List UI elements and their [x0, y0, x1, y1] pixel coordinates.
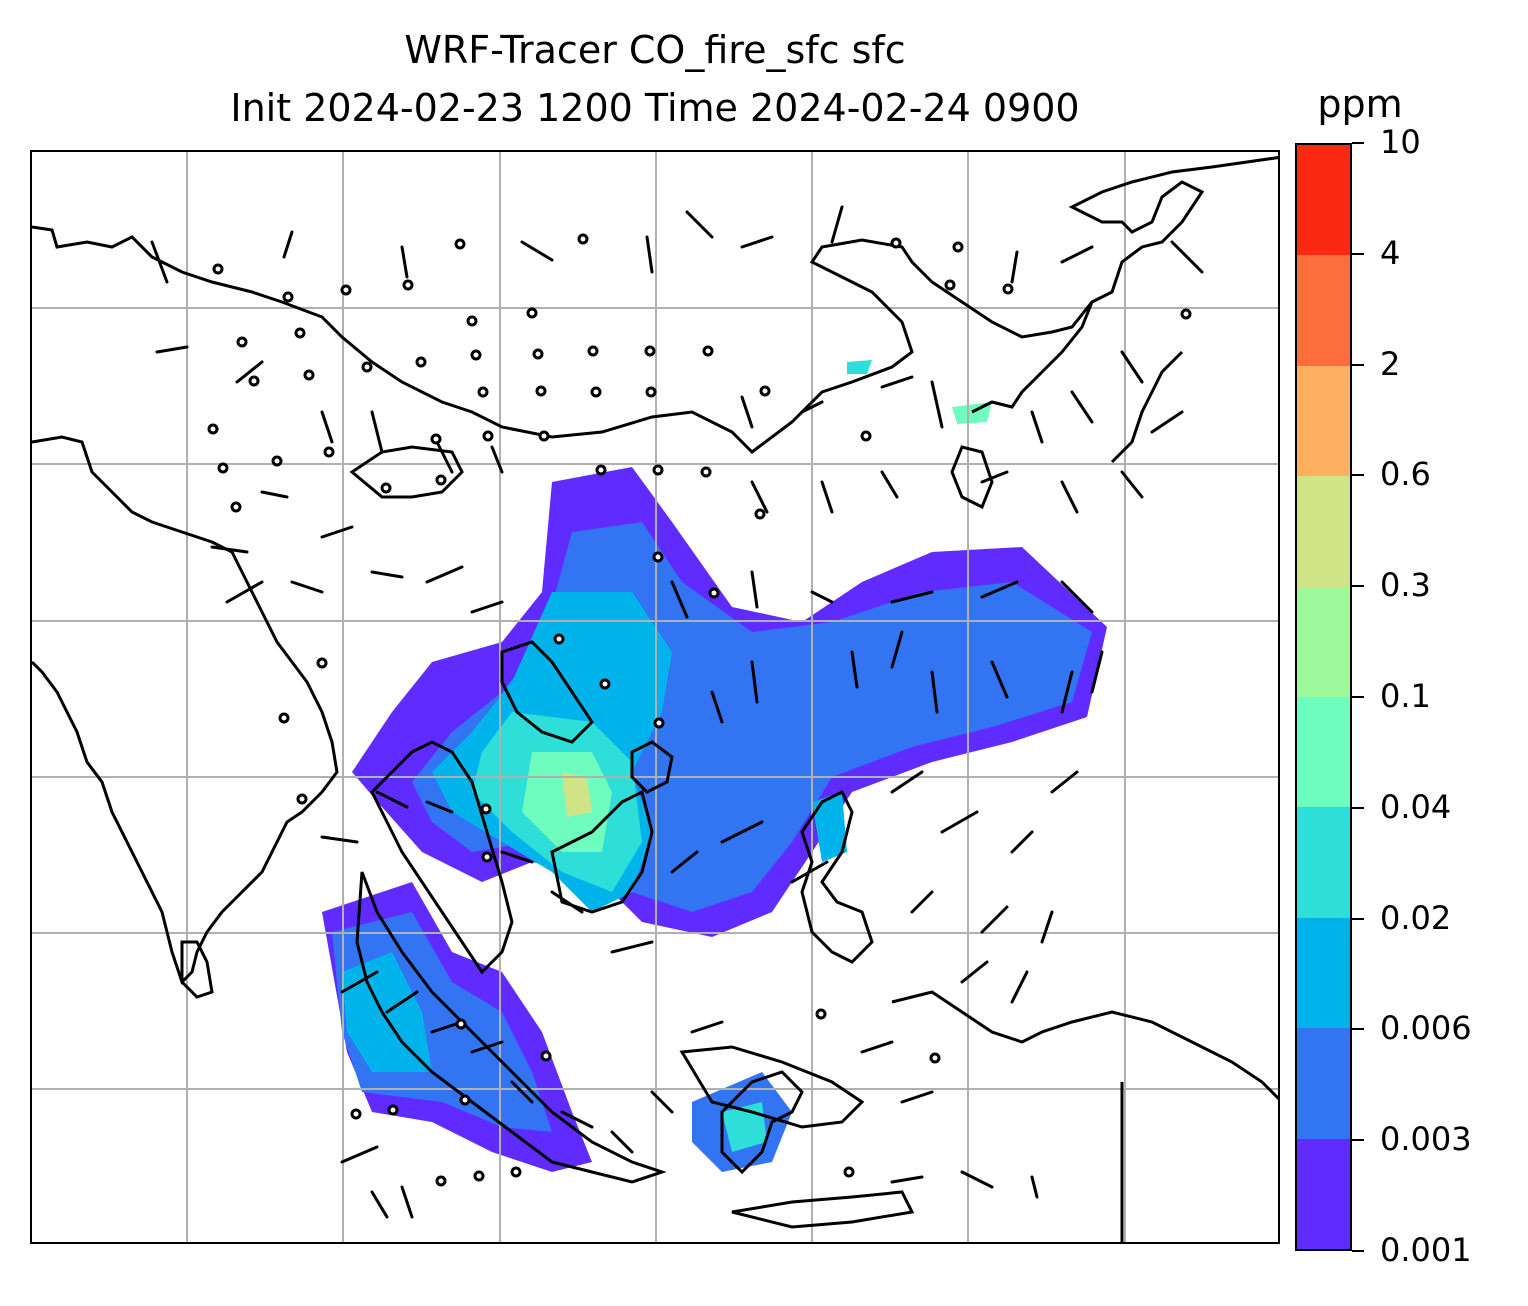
colorbar-segments	[1297, 145, 1350, 1249]
graticule	[32, 152, 1278, 1242]
colorbar-tick	[1352, 917, 1364, 920]
colorbar-tick	[1352, 1028, 1364, 1031]
colorbar-tick	[1352, 363, 1364, 366]
colorbar-tick-label: 0.003	[1380, 1120, 1472, 1159]
colorbar-tick	[1352, 1139, 1364, 1142]
plot-title-line-2: Init 2024-02-23 1200 Time 2024-02-24 090…	[230, 86, 1080, 130]
colorbar-tick-label: 0.02	[1380, 898, 1452, 937]
colorbar-tick	[1352, 696, 1364, 698]
colorbar-segment	[1297, 476, 1350, 587]
plot-title-line-1: WRF-Tracer CO_fire_sfc sfc	[404, 28, 906, 72]
colorbar-tick-label: 4	[1380, 233, 1401, 272]
colorbar-segment	[1297, 255, 1350, 366]
colorbar-tick	[1352, 474, 1364, 477]
colorbar-tick	[1352, 806, 1364, 809]
calm-wind-markers	[207, 233, 1192, 1187]
colorbar-segment	[1297, 696, 1350, 808]
colorbar-unit-label: ppm	[1317, 82, 1403, 126]
colorbar-tick-label: 0.1	[1380, 677, 1431, 715]
colorbar-tick-label: 10	[1380, 123, 1421, 161]
colorbar-segment	[1297, 586, 1350, 697]
colorbar-tick-label: 0.04	[1380, 787, 1452, 826]
map-canvas	[32, 152, 1278, 1242]
colorbar-segment	[1297, 145, 1350, 256]
colorbar-tick	[1352, 252, 1364, 255]
coastlines	[32, 156, 1278, 1242]
colorbar-tick-label: 0.001	[1380, 1231, 1472, 1269]
colorbar-tick-label: 2	[1380, 344, 1401, 383]
plume-philippines	[812, 792, 847, 862]
colorbar-tick-label: 0.006	[1380, 1009, 1472, 1048]
colorbar-tick-label: 0.3	[1380, 566, 1431, 605]
plume-small-north	[847, 360, 872, 374]
colorbar-segment	[1297, 1138, 1350, 1249]
colorbar-tick	[1352, 142, 1364, 144]
plume-hotspot-2	[562, 772, 592, 817]
wind-barbs	[150, 205, 1204, 1219]
colorbar-segment	[1297, 1028, 1350, 1139]
colorbar-tick	[1352, 1250, 1364, 1252]
colorbar	[1295, 143, 1352, 1251]
colorbar-tick-label: 0.6	[1380, 455, 1431, 494]
colorbar-segment	[1297, 917, 1350, 1029]
colorbar-segment	[1297, 807, 1350, 918]
map-panel	[30, 150, 1280, 1244]
colorbar-segment	[1297, 365, 1350, 477]
colorbar-tick	[1352, 585, 1364, 588]
